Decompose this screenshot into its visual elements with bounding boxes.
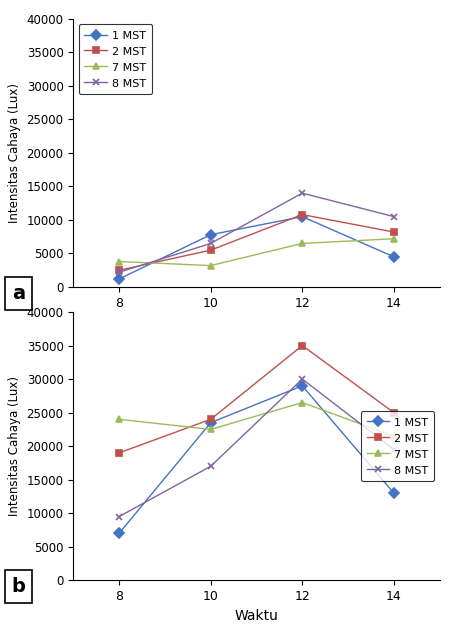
8 MST [208,462,213,470]
8 MST [300,190,305,197]
Y-axis label: Intensitas Cahaya (Lux): Intensitas Cahaya (Lux) [8,83,21,223]
1 MST [391,489,397,497]
1 MST [208,231,213,238]
Line: 7 MST: 7 MST [115,399,398,439]
8 MST [300,375,305,383]
X-axis label: Waktu: Waktu [234,608,278,623]
Legend: 1 MST, 2 MST, 7 MST, 8 MST: 1 MST, 2 MST, 7 MST, 8 MST [361,411,434,481]
8 MST [208,240,213,247]
Line: 7 MST: 7 MST [115,235,398,269]
Text: a: a [12,284,25,303]
1 MST [116,275,122,283]
2 MST [208,246,213,254]
2 MST [391,409,397,416]
7 MST [208,426,213,433]
8 MST [116,513,122,520]
2 MST [116,449,122,457]
8 MST [391,446,397,453]
Line: 8 MST: 8 MST [115,376,398,520]
Text: b: b [11,577,25,596]
Line: 2 MST: 2 MST [115,342,398,456]
7 MST [116,416,122,423]
1 MST [116,530,122,537]
8 MST [116,268,122,276]
Line: 2 MST: 2 MST [115,211,398,274]
2 MST [208,416,213,423]
1 MST [300,382,305,389]
7 MST [391,235,397,243]
7 MST [391,432,397,440]
7 MST [300,240,305,247]
Line: 1 MST: 1 MST [115,213,398,283]
1 MST [300,213,305,220]
2 MST [116,266,122,274]
1 MST [391,253,397,261]
Line: 8 MST: 8 MST [115,190,398,276]
7 MST [208,262,213,270]
7 MST [300,399,305,406]
8 MST [391,213,397,220]
X-axis label: Waktu: Waktu [234,315,278,329]
2 MST [391,228,397,236]
7 MST [116,258,122,265]
2 MST [300,211,305,218]
2 MST [300,342,305,349]
Legend: 1 MST, 2 MST, 7 MST, 8 MST: 1 MST, 2 MST, 7 MST, 8 MST [79,24,152,94]
Y-axis label: Intensitas Cahaya (Lux): Intensitas Cahaya (Lux) [8,376,21,516]
1 MST [208,419,213,426]
Line: 1 MST: 1 MST [115,383,398,537]
